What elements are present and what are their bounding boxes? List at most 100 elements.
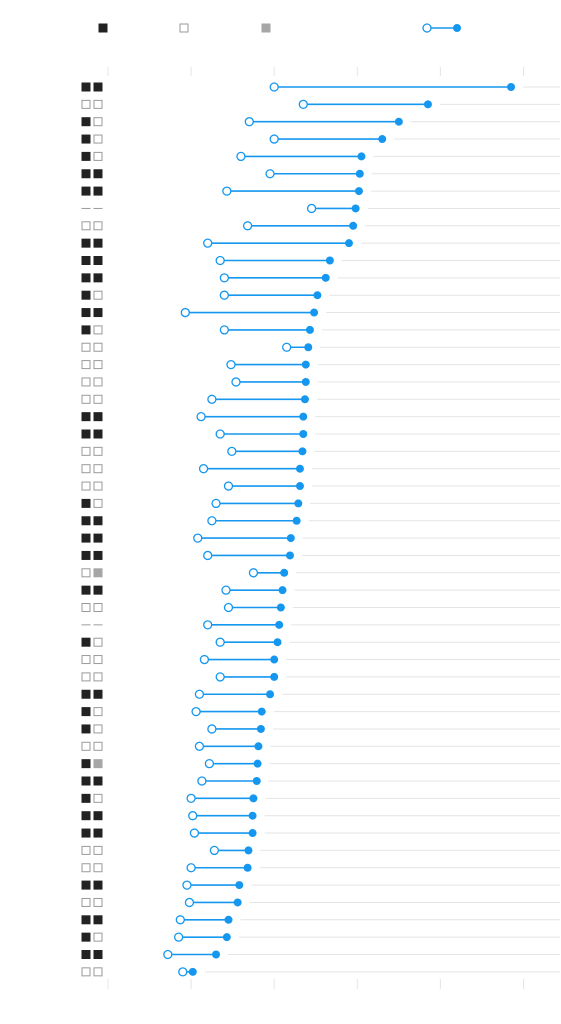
row-marker-b-filled	[93, 828, 103, 838]
row-marker-b-filled	[93, 950, 103, 959]
row-marker-a-filled	[81, 117, 91, 127]
row-marker-b-empty	[93, 845, 103, 855]
start-dot	[219, 325, 229, 335]
row-marker-b-empty	[93, 932, 103, 942]
row-marker-b-empty	[93, 99, 103, 109]
row-marker-b-filled	[93, 429, 103, 439]
row-marker-b-empty	[93, 464, 103, 474]
end-dot	[233, 898, 242, 907]
start-dot	[199, 654, 210, 665]
start-dot	[193, 533, 203, 543]
row-marker-b-empty	[93, 446, 103, 456]
start-dot	[223, 602, 234, 613]
row-marker-a-filled	[81, 707, 91, 717]
row-marker-a-empty	[81, 360, 91, 370]
end-dot	[299, 412, 308, 421]
end-dot	[349, 221, 358, 230]
row-marker-b-empty	[93, 793, 103, 803]
row-marker-b-empty	[93, 117, 103, 127]
row-marker-a-empty	[81, 221, 91, 231]
row-marker-a-empty	[81, 897, 91, 907]
row-marker-b-gray	[93, 568, 103, 578]
end-dot	[292, 516, 301, 525]
row-marker-a-filled	[81, 412, 91, 422]
row-marker-a-filled	[81, 724, 91, 734]
row-marker-a-filled	[81, 498, 91, 508]
end-dot	[248, 811, 257, 820]
start-dot	[203, 620, 213, 630]
row-marker-a-filled	[81, 550, 91, 560]
start-dot	[219, 290, 229, 300]
row-marker-b-empty	[93, 967, 103, 977]
row-marker-b-empty	[93, 377, 103, 387]
end-dot	[325, 256, 334, 265]
row-marker-b-filled	[93, 811, 103, 821]
start-dot	[265, 169, 275, 179]
end-dot	[278, 586, 287, 595]
start-dot	[207, 394, 217, 404]
start-dot	[248, 568, 259, 578]
row-marker-b-filled	[93, 308, 103, 318]
legend-end-dot	[453, 24, 461, 32]
start-dot	[306, 203, 317, 214]
row-marker-b-filled	[93, 82, 103, 92]
row-marker-a-filled	[81, 637, 91, 647]
start-dot	[242, 221, 253, 231]
row-marker-b-filled	[93, 256, 103, 265]
row-marker-a-filled	[81, 325, 91, 335]
start-dot	[197, 776, 207, 786]
row-marker-a-empty	[81, 481, 91, 491]
row-marker-a-empty	[81, 603, 91, 612]
end-dot	[248, 829, 257, 838]
end-dot	[270, 672, 279, 681]
row-markers	[81, 82, 103, 977]
start-dot	[227, 446, 237, 457]
row-marker-b-gray	[93, 759, 103, 769]
start-dot	[223, 481, 234, 491]
row-marker-a-empty	[81, 394, 91, 404]
start-dot	[184, 897, 195, 908]
row-marker-a-empty	[81, 464, 91, 474]
end-dot	[254, 742, 263, 751]
start-dot	[191, 706, 201, 717]
row-marker-a-filled	[81, 290, 91, 300]
end-dot	[304, 343, 313, 352]
start-dot	[221, 585, 231, 595]
start-dot	[194, 689, 205, 699]
end-dot	[310, 308, 319, 317]
chart-grid	[107, 67, 560, 989]
start-dot	[186, 863, 196, 873]
start-dot	[204, 759, 215, 769]
row-marker-b-filled	[93, 186, 103, 196]
start-dot	[173, 932, 184, 942]
row-marker-a-empty	[81, 446, 91, 456]
start-dot	[219, 273, 229, 283]
row-marker-a-empty	[81, 99, 91, 109]
row-marker-b-empty	[93, 637, 103, 647]
start-dot	[180, 307, 190, 318]
end-dot	[394, 117, 403, 126]
start-dot	[163, 949, 173, 960]
end-dot	[249, 794, 258, 803]
row-marker-a-empty	[81, 863, 91, 873]
end-dot	[222, 933, 231, 942]
row-marker-b-empty	[93, 863, 103, 873]
plot-area	[163, 82, 516, 977]
legend-start-dot	[422, 23, 432, 33]
row-marker-a-filled	[81, 828, 91, 838]
start-dot	[178, 967, 188, 977]
row-marker-b-filled	[93, 585, 103, 595]
end-dot	[253, 759, 262, 768]
legend-swatch-gray	[261, 23, 271, 33]
start-dot	[203, 550, 213, 561]
end-dot	[357, 152, 366, 161]
row-marker-a-filled	[81, 950, 91, 959]
row-marker-a-filled	[81, 169, 91, 179]
start-dot	[215, 255, 225, 266]
row-marker-a-filled	[81, 880, 91, 890]
end-dot	[273, 638, 282, 647]
row-marker-b-filled	[93, 689, 103, 699]
row-marker-a-empty	[81, 377, 91, 387]
row-marker-a-empty	[81, 655, 91, 665]
row-marker-a-filled	[81, 811, 91, 821]
